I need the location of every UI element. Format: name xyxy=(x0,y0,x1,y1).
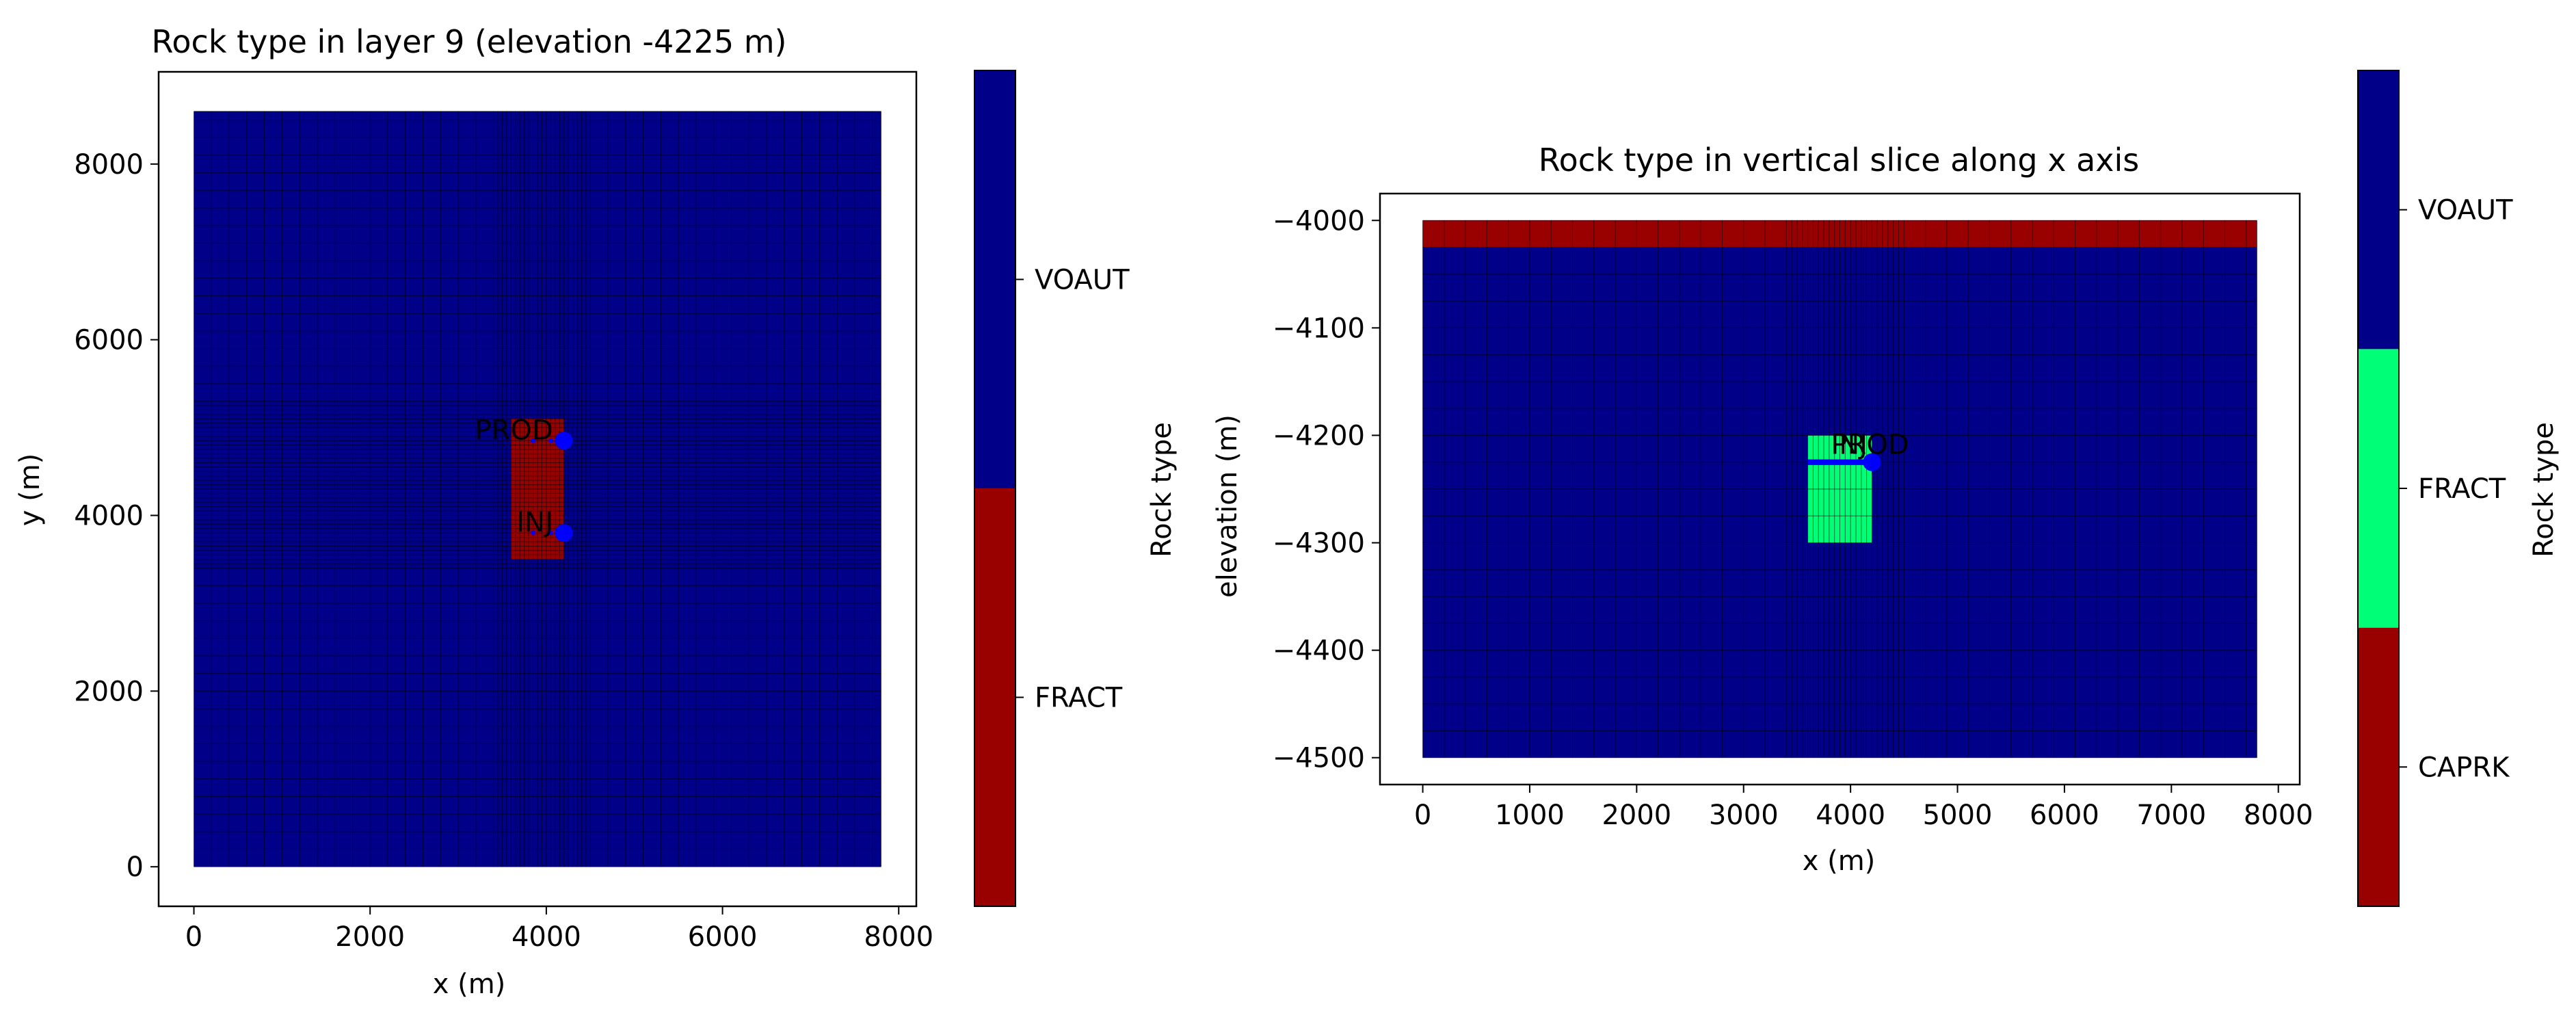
slice-colorbar-swatch-voaut xyxy=(2358,70,2399,350)
slice-colorbar-swatch-caprk xyxy=(2358,627,2399,906)
plan-y-label: y (m) xyxy=(14,453,46,527)
plan-x-tick-label: 8000 xyxy=(864,921,933,953)
slice-y-tick-label: −4200 xyxy=(1273,420,1365,451)
slice-x-tick-label: 7000 xyxy=(2136,800,2206,831)
slice-colorbar-label-caprk: CAPRK xyxy=(2418,752,2510,783)
plan-well-label: INJ xyxy=(516,507,553,538)
slice-x-tick-label: 1000 xyxy=(1495,800,1565,831)
plan-colorbar-label-fract: FRACT xyxy=(1035,683,1123,714)
slice-x-tick-label: 4000 xyxy=(1816,800,1885,831)
slice-x-tick-label: 6000 xyxy=(2030,800,2099,831)
slice-colorbar-label-fract: FRACT xyxy=(2418,473,2506,505)
plan-y-tick-label: 2000 xyxy=(74,676,144,707)
plan-axes-frame xyxy=(157,70,918,908)
slice-well-label: INJ xyxy=(1831,430,1868,461)
slice-x-tick-label: 0 xyxy=(1414,800,1431,831)
plan-x-ticks: 0 2000 4000 6000 8000 xyxy=(185,906,933,953)
slice-colorbar-label-voaut: VOAUT xyxy=(2418,195,2513,226)
slice-title: Rock type in vertical slice along x axis xyxy=(1539,142,2140,179)
plan-x-label: x (m) xyxy=(433,969,506,1000)
plan-x-tick-label: 0 xyxy=(185,921,202,953)
panel-vertical-slice: Rock type in vertical slice along x axis… xyxy=(1212,70,2560,907)
slice-y-tick-label: −4400 xyxy=(1273,635,1365,667)
plan-plot-area: PROD INJ xyxy=(157,70,918,908)
slice-y-tick-label: −4500 xyxy=(1273,743,1365,774)
plan-colorbar-swatch-voaut xyxy=(974,70,1015,488)
plan-x-tick-label: 4000 xyxy=(512,921,581,953)
slice-colorbar: CAPRK FRACT VOAUT xyxy=(2357,70,2513,907)
slice-y-label: elevation (m) xyxy=(1212,415,1243,598)
slice-x-tick-label: 2000 xyxy=(1602,800,1671,831)
plan-y-tick-label: 6000 xyxy=(74,325,144,356)
slice-x-tick-label: 8000 xyxy=(2244,800,2313,831)
plan-title: Rock type in layer 9 (elevation -4225 m) xyxy=(152,23,787,60)
slice-y-tick-label: −4300 xyxy=(1273,528,1365,560)
plan-colorbar-label-voaut: VOAUT xyxy=(1035,265,1130,296)
plan-colorbar-frame xyxy=(974,70,1016,907)
slice-x-ticks: 0 1000 2000 3000 4000 5000 6000 7000 8000 xyxy=(1414,785,2313,831)
slice-x-label: x (m) xyxy=(1803,845,1876,877)
slice-mesh-lines xyxy=(1422,220,2257,759)
panel-layer-plan: Rock type in layer 9 (elevation -4225 m)… xyxy=(14,23,1178,1000)
slice-y-tick-label: −4000 xyxy=(1273,205,1365,237)
plan-mesh-lines xyxy=(194,111,881,867)
slice-colorbar-swatch-fract xyxy=(2358,349,2399,628)
plan-well-label: PROD xyxy=(475,415,553,446)
plan-y-tick-label: 4000 xyxy=(74,501,144,532)
slice-y-tick-label: −4100 xyxy=(1273,313,1365,344)
plan-well-marker xyxy=(555,432,573,450)
slice-x-tick-label: 5000 xyxy=(1923,800,1993,831)
plan-y-tick-label: 8000 xyxy=(74,149,144,181)
plan-well-marker xyxy=(555,524,573,542)
plan-y-ticks: 0 2000 4000 6000 8000 xyxy=(74,149,159,883)
plan-colorbar: FRACT VOAUT xyxy=(974,70,1130,907)
plan-x-tick-label: 6000 xyxy=(688,921,758,953)
plan-x-tick-label: 2000 xyxy=(335,921,405,953)
slice-x-tick-label: 3000 xyxy=(1709,800,1779,831)
plan-colorbar-label: Rock type xyxy=(1146,422,1178,557)
plan-colorbar-swatch-fract xyxy=(974,488,1015,906)
plan-y-tick-label: 0 xyxy=(127,852,144,883)
slice-colorbar-label: Rock type xyxy=(2528,422,2560,557)
slice-axes-frame xyxy=(1379,192,2301,786)
slice-colorbar-frame xyxy=(2357,70,2400,907)
slice-y-ticks: −4000 −4100 −4200 −4300 −4400 −4500 xyxy=(1273,205,1380,774)
slice-well-marker xyxy=(1863,453,1881,471)
